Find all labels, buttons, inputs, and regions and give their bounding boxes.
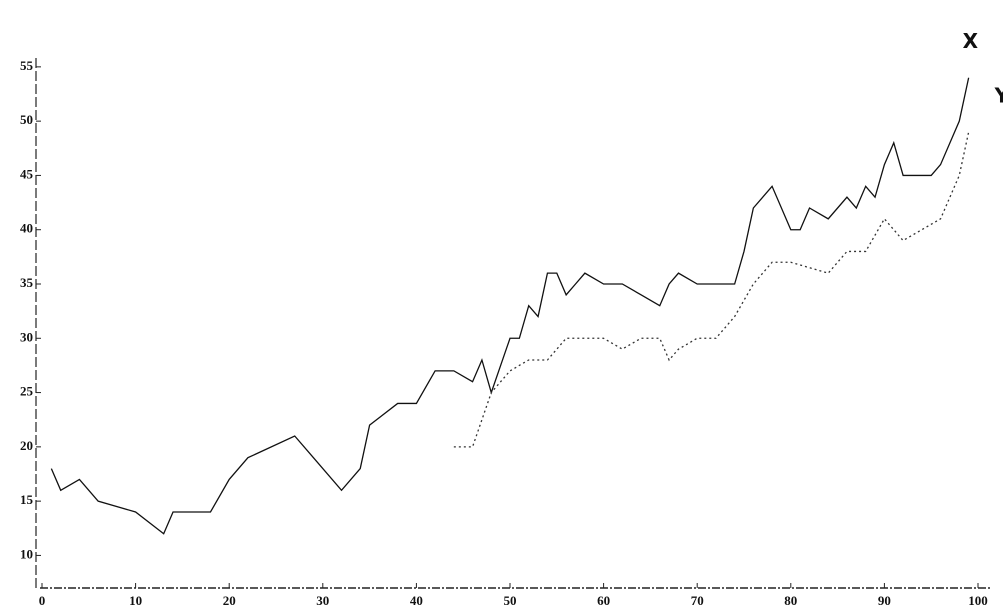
x-tick-label: 20 — [223, 593, 236, 608]
chart: 0 10 20 30 40 50 60 70 80 90 100 10 15 20 25 30 35 40 45 50… — [0, 0, 1003, 609]
x-tick-label: 40 — [410, 593, 423, 608]
x-tick-label: 90 — [878, 593, 891, 608]
y-tick-label: 15 — [20, 492, 34, 507]
y-tick-label: 10 — [20, 546, 33, 561]
x-tick-label: 10 — [129, 593, 142, 608]
x-tick-label: 60 — [597, 593, 610, 608]
series-line — [51, 78, 968, 534]
y-tick-label: 30 — [20, 329, 33, 344]
y-tick-label: 45 — [20, 166, 34, 181]
legend-label: Y — [994, 84, 1003, 108]
y-tick-label: 55 — [20, 58, 34, 73]
x-tick-label: 50 — [504, 593, 517, 608]
y-tick-label: 50 — [20, 112, 33, 127]
x-tick-label: 30 — [316, 593, 329, 608]
x-tick-label: 70 — [691, 593, 704, 608]
y-tick-label: 20 — [20, 438, 33, 453]
x-tick-label: 100 — [968, 593, 988, 608]
y-tick-label: 35 — [20, 275, 34, 290]
x-tick-label: 80 — [784, 593, 797, 608]
y-tick-label: 40 — [20, 221, 33, 236]
y-tick-label: 25 — [20, 384, 34, 399]
x-tick-label: 0 — [39, 593, 46, 608]
legend-label: X — [963, 29, 979, 53]
page: {"chart_data": {"type": "line", "xlim": … — [0, 0, 1003, 609]
series-line — [454, 132, 969, 447]
